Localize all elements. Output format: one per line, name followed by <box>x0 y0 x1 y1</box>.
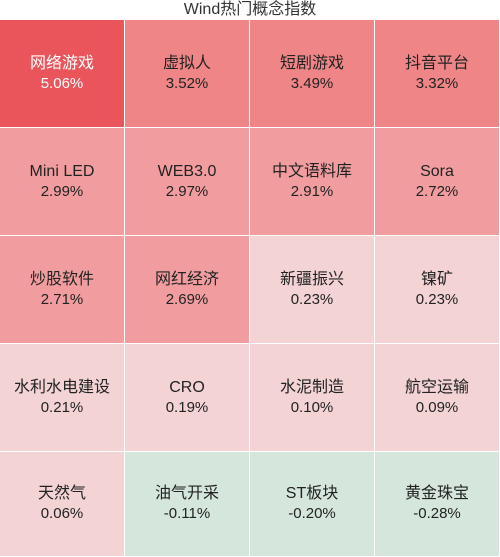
concept-tile[interactable]: 中文语料库 2.91% <box>250 128 375 236</box>
concept-change: 5.06% <box>40 74 84 92</box>
concept-change: -0.20% <box>288 505 336 522</box>
concept-tile[interactable]: 虚拟人 3.52% <box>125 20 250 128</box>
concept-tile[interactable]: 水泥制造 0.10% <box>250 344 375 452</box>
concept-change: 0.19% <box>165 398 209 416</box>
concept-change: 2.69% <box>165 290 209 308</box>
concept-name: 镍矿 <box>420 270 453 288</box>
concept-tile[interactable]: 新疆振兴 0.23% <box>250 236 375 344</box>
concept-name: 黄金珠宝 <box>404 485 469 502</box>
concept-tile[interactable]: 水利水电建设 0.21% <box>0 344 125 452</box>
concept-name: WEB3.0 <box>157 162 217 180</box>
concept-tile[interactable]: Sora 2.72% <box>375 128 500 236</box>
concept-name: 抖音平台 <box>404 54 469 72</box>
concept-change: -0.28% <box>413 505 461 522</box>
concept-tile[interactable]: ST板块 -0.20% <box>250 452 375 557</box>
concept-change: 2.97% <box>165 182 209 200</box>
concept-name: ST板块 <box>285 485 339 502</box>
concept-change: 3.32% <box>415 74 459 92</box>
concept-tile[interactable]: 天然气 0.06% <box>0 452 125 557</box>
concept-name: 水利水电建设 <box>13 378 110 396</box>
concept-tile[interactable]: 镍矿 0.23% <box>375 236 500 344</box>
concept-grid: 网络游戏 5.06% 虚拟人 3.52% 短剧游戏 3.49% 抖音平台 3.32% M… <box>0 20 500 557</box>
concept-change: 0.09% <box>415 398 459 416</box>
concept-name: 中文语料库 <box>271 162 352 180</box>
concept-name: CRO <box>169 378 205 396</box>
concept-name: 天然气 <box>37 485 86 502</box>
concept-change: 0.23% <box>290 290 334 308</box>
panel-title: Wind热门概念指数 <box>0 0 500 20</box>
concept-tile[interactable]: 炒股软件 2.71% <box>0 236 125 344</box>
concept-name: 虚拟人 <box>162 54 211 72</box>
concept-name: 炒股软件 <box>29 270 94 288</box>
concept-name: 网红经济 <box>154 270 219 288</box>
concept-tile[interactable]: 黄金珠宝 -0.28% <box>375 452 500 557</box>
concept-change: 0.23% <box>415 290 459 308</box>
concept-change: -0.11% <box>163 505 211 522</box>
concept-tile[interactable]: CRO 0.19% <box>125 344 250 452</box>
concept-name: Sora <box>420 162 454 180</box>
concept-name: Mini LED <box>29 162 95 180</box>
concept-name: 网络游戏 <box>29 54 94 72</box>
concept-tile[interactable]: WEB3.0 2.97% <box>125 128 250 236</box>
concept-tile[interactable]: Mini LED 2.99% <box>0 128 125 236</box>
concept-tile[interactable]: 航空运输 0.09% <box>375 344 500 452</box>
concept-name: 新疆振兴 <box>279 270 344 288</box>
concept-tile[interactable]: 抖音平台 3.32% <box>375 20 500 128</box>
concept-change: 2.72% <box>415 182 459 200</box>
concept-name: 航空运输 <box>404 378 469 396</box>
concept-change: 0.06% <box>40 505 84 522</box>
concept-name: 短剧游戏 <box>279 54 344 72</box>
concept-name: 水泥制造 <box>279 378 344 396</box>
concept-tile[interactable]: 网红经济 2.69% <box>125 236 250 344</box>
concept-change: 2.91% <box>290 182 334 200</box>
concept-tile[interactable]: 网络游戏 5.06% <box>0 20 125 128</box>
concept-change: 2.99% <box>40 182 84 200</box>
concept-name: 油气开采 <box>154 485 219 502</box>
concept-change: 0.21% <box>40 398 84 416</box>
concept-change: 3.52% <box>165 74 209 92</box>
concept-change: 3.49% <box>290 74 334 92</box>
concept-tile[interactable]: 短剧游戏 3.49% <box>250 20 375 128</box>
concept-tile[interactable]: 油气开采 -0.11% <box>125 452 250 557</box>
concept-change: 2.71% <box>40 290 84 308</box>
concept-change: 0.10% <box>290 398 334 416</box>
